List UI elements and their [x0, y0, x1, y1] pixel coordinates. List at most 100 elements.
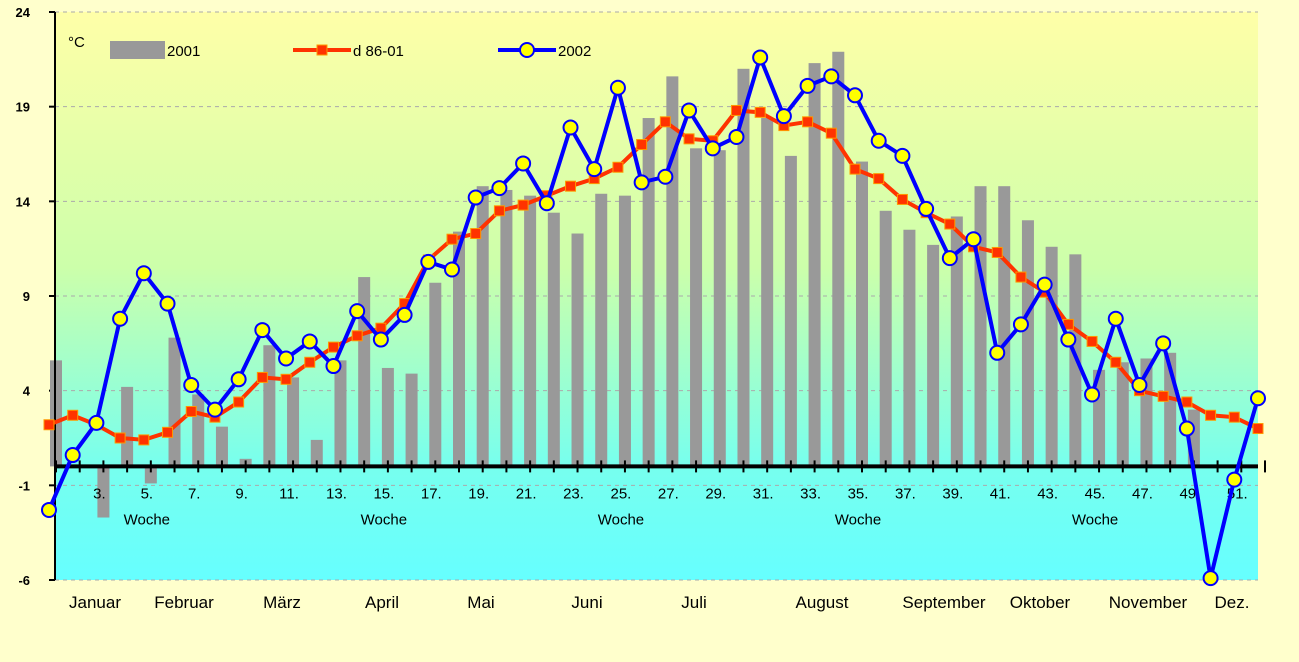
bar: [998, 186, 1011, 467]
bar: [97, 466, 110, 518]
marker: [41, 501, 57, 518]
y-tick-label: 24: [16, 5, 31, 20]
marker: [538, 195, 555, 212]
marker: [1036, 276, 1053, 293]
bar: [215, 426, 228, 467]
marker: [944, 218, 956, 230]
marker: [444, 261, 460, 278]
marker: [562, 119, 579, 136]
month-label: September: [902, 593, 985, 612]
line: [47, 51, 1260, 579]
bar: [808, 63, 821, 467]
month-label: April: [365, 593, 399, 612]
month-label: März: [263, 593, 301, 612]
marker: [1226, 471, 1243, 488]
bar: [405, 373, 418, 467]
marker: [183, 376, 200, 393]
x-axis-label: Woche: [124, 511, 170, 528]
marker: [1131, 376, 1148, 393]
x-axis-label: Woche: [835, 511, 881, 528]
marker: [730, 104, 742, 116]
marker: [162, 426, 174, 438]
bar: [1116, 362, 1129, 467]
marker: [493, 205, 505, 217]
marker: [565, 180, 577, 192]
bar: [784, 155, 797, 467]
month-label: Oktober: [1010, 593, 1071, 612]
month-label: Februar: [154, 593, 214, 612]
marker: [517, 199, 529, 211]
marker: [683, 133, 695, 145]
x-tick-label: 23.: [563, 485, 584, 502]
marker: [775, 108, 792, 125]
bar: [666, 76, 679, 467]
x-tick-label: 3.: [93, 485, 106, 502]
marker: [1157, 390, 1169, 402]
bar: [263, 345, 276, 467]
marker: [799, 77, 816, 94]
marker: [233, 396, 245, 408]
marker: [230, 371, 247, 388]
marker: [636, 139, 648, 151]
bar: [618, 195, 631, 467]
marker: [896, 193, 908, 205]
y-tick-label: 4: [23, 384, 31, 399]
bar: [381, 367, 394, 467]
marker: [135, 265, 152, 282]
marker: [185, 405, 197, 417]
bar: [571, 233, 584, 467]
marker: [823, 68, 840, 85]
bar: [903, 229, 916, 467]
marker: [1012, 316, 1029, 333]
marker: [420, 253, 437, 270]
legend-swatch: [110, 41, 165, 59]
marker: [1015, 271, 1027, 283]
marker: [752, 49, 769, 66]
marker: [657, 168, 674, 185]
marker: [609, 79, 626, 96]
bar: [974, 186, 987, 467]
legend-marker: [519, 42, 535, 58]
x-tick-label: 21.: [516, 485, 537, 502]
marker: [88, 414, 105, 431]
bar: [856, 161, 868, 467]
x-tick-label: 13.: [326, 485, 347, 502]
marker: [325, 358, 342, 375]
y-tick-label: 14: [16, 194, 31, 209]
x-axis-label: Woche: [361, 511, 407, 528]
marker: [138, 434, 150, 446]
marker: [704, 140, 721, 157]
month-label: Januar: [69, 593, 121, 612]
marker: [372, 331, 389, 348]
y-tick-label: 9: [23, 289, 30, 304]
x-tick-label: 35.: [848, 485, 869, 502]
legend-label: 2001: [167, 43, 200, 60]
month-label: Juli: [681, 593, 707, 612]
bar: [168, 337, 181, 467]
bar: [500, 189, 513, 467]
marker: [112, 310, 129, 327]
x-tick-label: 37.: [895, 485, 916, 502]
marker: [894, 147, 911, 164]
marker: [1084, 386, 1101, 403]
bar: [524, 195, 537, 467]
legend-marker: [316, 44, 328, 56]
month-label: Juni: [571, 593, 602, 612]
marker: [681, 102, 698, 119]
marker: [515, 155, 532, 172]
y-tick-label: 19: [16, 100, 30, 115]
legend-label: d 86-01: [353, 43, 404, 60]
bar: [310, 439, 323, 467]
bar: [476, 186, 489, 467]
bar: [429, 282, 442, 467]
month-label: November: [1109, 593, 1188, 612]
marker: [256, 371, 268, 383]
month-label: August: [796, 593, 849, 612]
y-tick-label: -6: [18, 573, 30, 588]
x-tick-label: 15.: [373, 485, 394, 502]
bar: [761, 118, 774, 467]
marker: [659, 116, 671, 128]
bar: [1045, 246, 1058, 467]
x-tick-label: 29.: [705, 485, 726, 502]
bar: [547, 212, 560, 467]
